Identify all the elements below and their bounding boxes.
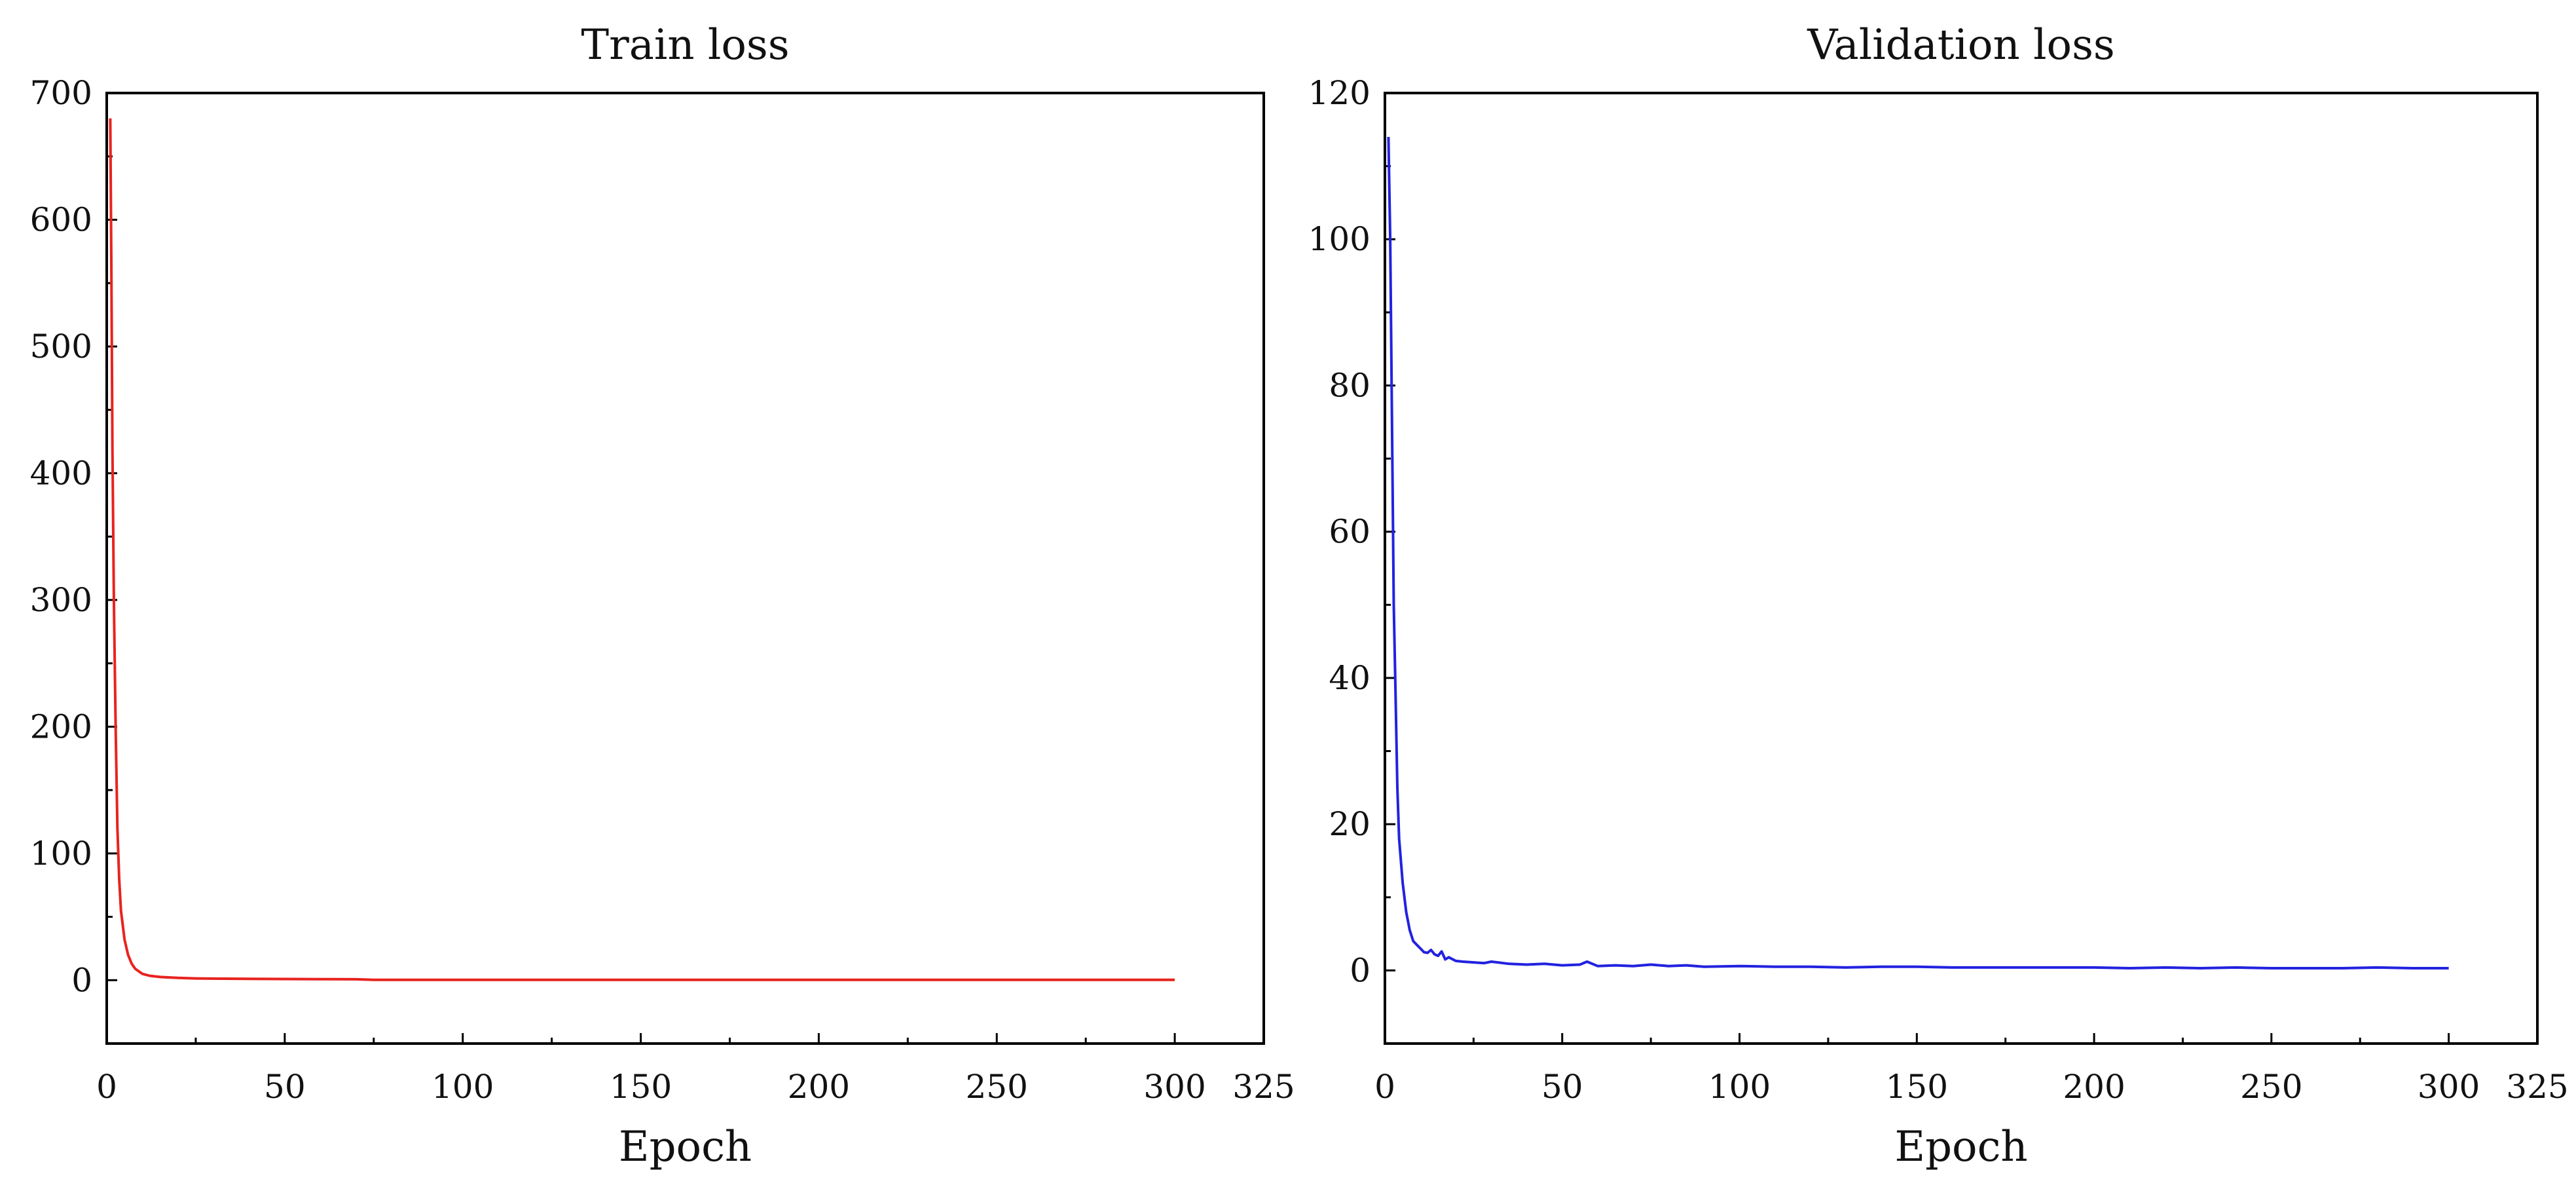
validation-x-tick-label: 150 [1886,1068,1948,1106]
validation-y-tick-label: 40 [1329,659,1371,697]
train-x-tick-label: 250 [966,1068,1028,1106]
train-x-tick-label: 200 [788,1068,850,1106]
validation-x-tick-label: 250 [2240,1068,2302,1106]
train-x-tick-label: 300 [1143,1068,1205,1106]
validation-plot-frame [1384,92,2539,1045]
train-x-tick-label: 325 [1232,1068,1295,1106]
validation-y-tick-label: 20 [1329,805,1371,843]
train-y-tick-label: 100 [30,835,92,873]
train-y-tick-label: 700 [30,74,92,112]
validation-x-tick-label: 200 [2063,1068,2125,1106]
validation-y-tick-label: 100 [1308,220,1371,258]
train-x-tick-label: 100 [432,1068,494,1106]
train-y-tick-label: 600 [30,200,92,238]
validation-x-tick-label: 0 [1374,1068,1395,1106]
validation-y-tick-label: 120 [1308,74,1371,112]
validation-y-tick-label: 80 [1329,366,1371,404]
validation-x-tick-label: 325 [2506,1068,2568,1106]
train-x-axis-label: Epoch [619,1123,752,1171]
train-loss-chart: Train loss Epoch 0 50 100 150 200 250 300 325 0 100… [30,21,1295,1171]
validation-y-tick-label: 0 [1350,951,1371,989]
train-chart-title: Train loss [581,21,789,69]
validation-y-tick-label: 60 [1329,513,1371,551]
train-y-tick-label: 0 [71,961,92,999]
train-y-tick-label: 300 [30,581,92,619]
validation-x-tick-label: 50 [1541,1068,1583,1106]
train-y-tick-label: 200 [30,707,92,745]
train-plot-frame [105,92,1265,1045]
validation-loss-line [1387,136,2449,970]
train-x-tick-label: 50 [264,1068,306,1106]
validation-x-axis-label: Epoch [1894,1123,2027,1171]
train-loss-line [109,118,1175,981]
validation-x-tick-label: 300 [2418,1068,2480,1106]
train-x-tick-label: 0 [96,1068,117,1106]
train-y-tick-label: 400 [30,454,92,492]
validation-chart-title: Validation loss [1807,21,2115,69]
train-x-tick-label: 150 [610,1068,672,1106]
train-y-tick-label: 500 [30,328,92,366]
validation-x-tick-label: 100 [1708,1068,1771,1106]
